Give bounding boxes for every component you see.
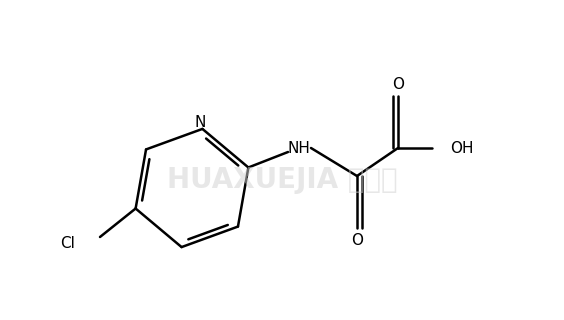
Text: O: O — [392, 76, 404, 92]
Text: NH: NH — [288, 140, 310, 156]
Text: N: N — [195, 116, 206, 131]
Text: HUAXUEJIA 化学加: HUAXUEJIA 化学加 — [167, 166, 397, 194]
Text: OH: OH — [450, 140, 474, 156]
Text: Cl: Cl — [60, 236, 76, 251]
Text: O: O — [351, 233, 363, 247]
